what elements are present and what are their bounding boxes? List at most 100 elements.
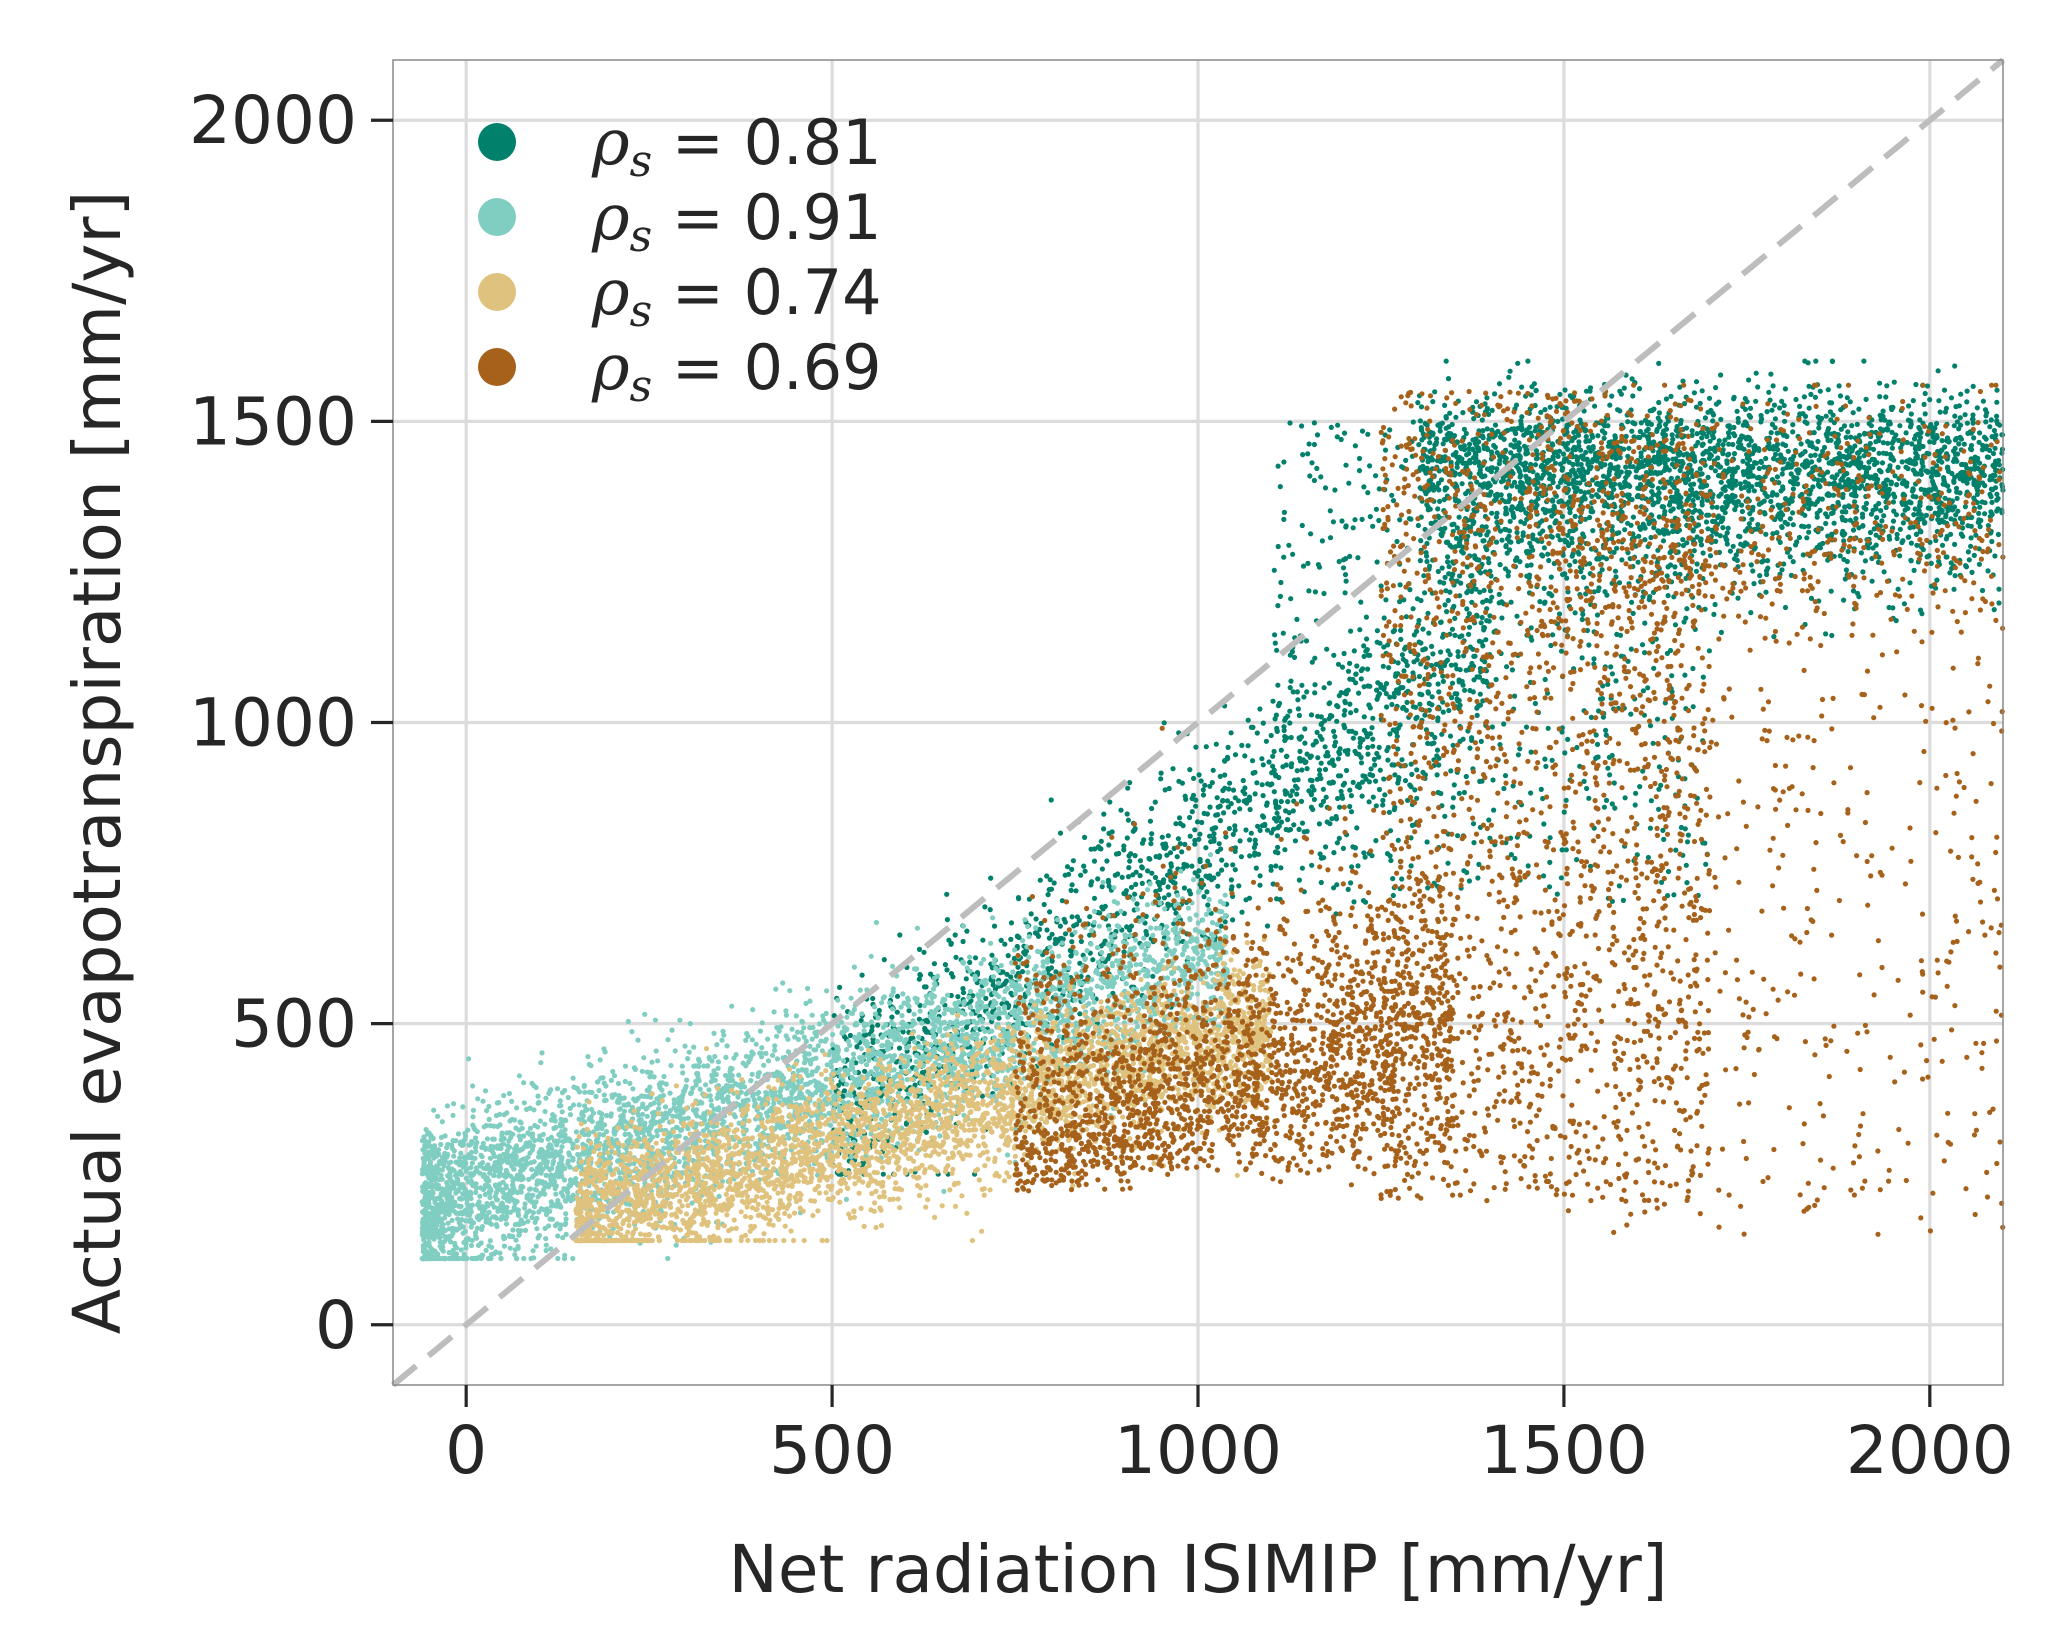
scatter-point [1318,474,1324,480]
scatter-point [1579,655,1585,661]
scatter-point [1916,424,1922,431]
scatter-point [1823,631,1829,637]
scatter-point [1438,649,1444,655]
scatter-point [1444,485,1450,491]
scatter-point [1690,497,1696,504]
scatter-point [1284,790,1290,796]
scatter-point [1245,743,1251,749]
scatter-point [1804,535,1810,541]
scatter-point [1125,874,1132,880]
scatter-point [1700,550,1706,556]
scatter-point [1540,528,1546,534]
scatter-point [1690,665,1696,672]
scatter-point [1764,494,1770,500]
scatter-point [1781,402,1787,409]
scatter-point [1844,448,1850,454]
scatter-point [1353,680,1359,686]
scatter-point [1179,849,1185,855]
scatter-point [1240,777,1246,784]
scatter-point [1088,846,1094,852]
scatter-point [1591,656,1597,662]
scatter-point [1438,790,1444,797]
scatter-point [1273,712,1279,718]
scatter-point [1842,504,1848,510]
scatter-point [1391,807,1397,813]
scatter-point [1782,496,1789,502]
scatter-point [1609,393,1615,399]
scatter-point [1516,440,1522,446]
scatter-point [1994,399,2000,405]
scatter-point [1944,554,1950,560]
scatter-point [1444,432,1450,438]
scatter-point [1941,479,1948,485]
scatter-point [1118,807,1124,813]
scatter-point [1277,593,1283,600]
scatter-point [1637,475,1643,481]
scatter-point [1563,797,1569,803]
scatter-point [1331,728,1337,735]
scatter-point [1334,703,1340,709]
scatter-point [1268,864,1274,870]
scatter-point [1464,606,1470,612]
scatter-point [1356,751,1362,758]
scatter-point [1685,832,1691,838]
scatter-point [1583,449,1589,455]
scatter-point [1356,455,1363,462]
scatter-point [1386,665,1392,671]
scatter-point [1710,433,1716,439]
scatter-point [1380,797,1386,804]
scatter-point [1335,756,1341,762]
scatter-point [1309,862,1315,868]
scatter-point [1410,704,1416,710]
scatter-point [1232,823,1238,829]
scatter-point [1725,525,1731,531]
scatter-point [1307,473,1313,479]
scatter-point [1451,782,1457,788]
scatter-point [1554,891,1560,897]
scatter-point [1820,540,1826,547]
scatter-point [1347,803,1353,810]
scatter-point [1437,421,1443,427]
scatter-point [1796,534,1802,541]
scatter-point [1484,445,1490,451]
scatter-point [1948,516,1954,522]
scatter-point [1451,603,1457,610]
scatter-point [1881,513,1887,519]
scatter-point [1148,841,1154,847]
scatter-point [1427,506,1433,512]
scatter-point [1263,738,1269,744]
scatter-point [1062,931,1069,937]
scatter-point [1893,512,1899,518]
scatter-point [1392,727,1398,733]
scatter-point [1516,503,1522,509]
scatter-point [1534,451,1540,457]
scatter-point [1979,499,1985,505]
scatter-point [1318,775,1324,782]
scatter-point [1373,803,1379,809]
scatter-point [1542,756,1548,762]
scatter-point [1343,767,1350,774]
scatter-point [1189,863,1195,869]
scatter-point [1333,816,1340,822]
scatter-point [1125,817,1131,823]
scatter-point [1332,487,1338,493]
scatter-point [1217,818,1223,824]
scatter-point [1578,473,1584,479]
scatter-point [1731,451,1738,457]
scatter-point [1406,678,1412,684]
scatter-point [1852,443,1858,449]
scatter-point [1879,460,1886,466]
scatter-point [1341,722,1347,728]
scatter-point [1165,833,1171,839]
scatter-point [1174,854,1180,860]
scatter-point [1948,395,1955,401]
scatter-point [1927,439,1933,445]
scatter-point [1332,734,1338,740]
scatter-point [1196,868,1202,874]
scatter-point [1995,531,2001,538]
scatter-point [1844,395,1850,401]
scatter-point [1074,914,1080,920]
scatter-point [1357,740,1363,746]
scatter-point [1507,518,1513,525]
